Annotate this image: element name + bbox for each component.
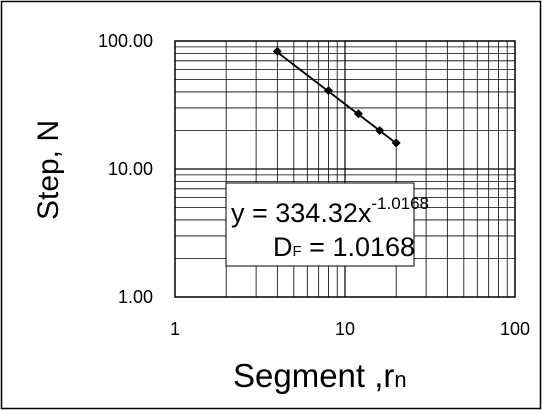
y-tick-label: 1.00	[118, 287, 153, 307]
fractal-dimension-label: DF = 1.0168	[273, 232, 415, 262]
data-point	[324, 86, 334, 96]
trend-line	[276, 51, 397, 144]
series	[272, 46, 401, 148]
x-axis-title-main: Segment ,	[233, 357, 383, 394]
df-subscript: F	[293, 243, 302, 260]
data-point	[391, 138, 401, 148]
y-axis-title: Step, N	[32, 120, 65, 220]
x-tick-label: 100	[500, 319, 530, 339]
x-tick-label: 1	[170, 319, 180, 339]
plot-frame	[174, 40, 516, 298]
equation-box	[225, 182, 415, 267]
tick-labels: 1 10 100 1.00 10.00 100.00	[98, 31, 530, 339]
data-point	[272, 46, 282, 56]
df-symbol: D	[273, 232, 293, 262]
x-axis-title-subscript: n	[394, 367, 406, 392]
fit-equation-exponent: -1.0168	[371, 194, 429, 213]
x-axis-title: Segment ,rn	[233, 357, 407, 394]
df-value: = 1.0168	[302, 232, 415, 262]
data-point	[353, 109, 363, 119]
x-axis-title-symbol: r	[383, 357, 394, 394]
data-point	[375, 125, 385, 135]
fit-equation-main: y = 334.32x	[231, 198, 372, 228]
y-tick-label: 10.00	[108, 159, 153, 179]
x-tick-label: 10	[335, 319, 355, 339]
fit-equation: y = 334.32x-1.0168	[231, 194, 429, 228]
y-tick-label: 100.00	[98, 31, 153, 51]
